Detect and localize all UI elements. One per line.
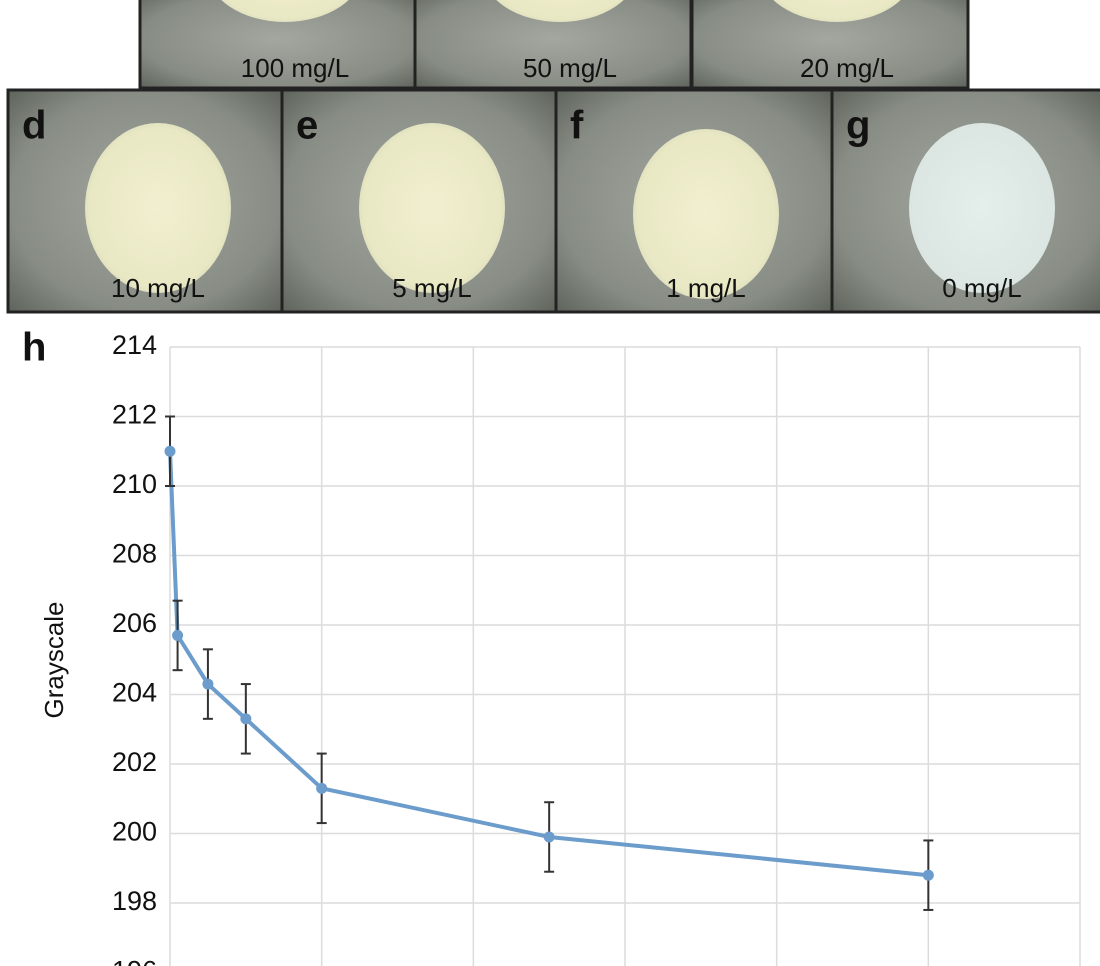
spot <box>359 123 505 293</box>
data-point <box>172 629 184 641</box>
y-tick-label: 206 <box>112 608 157 638</box>
spot <box>496 0 624 22</box>
panel-label: 100 mg/L <box>241 53 349 83</box>
spot <box>221 0 349 22</box>
panel-label: 20 mg/L <box>800 53 894 83</box>
data-point <box>316 782 328 794</box>
panel-label: 5 mg/L <box>392 273 472 303</box>
y-tick-label: 202 <box>112 747 157 777</box>
panel-letter: f <box>570 104 584 148</box>
photo-panels: 100 mg/L 50 mg/L 20 mg/L d 10 mg/L e 5 mg/L f 1 … <box>6 0 1100 314</box>
spot <box>633 129 779 299</box>
spot <box>909 123 1055 293</box>
y-tick-label: 208 <box>112 539 157 569</box>
panel-letter: h <box>22 326 46 370</box>
y-tick-label: 204 <box>112 678 157 708</box>
panel-label: 0 mg/L <box>942 273 1022 303</box>
y-tick-label: 214 <box>112 330 157 360</box>
y-tick-label: 198 <box>112 886 157 916</box>
panel-letter: e <box>296 104 318 148</box>
y-axis-label: Grayscale <box>39 601 69 718</box>
panel-label: 10 mg/L <box>111 273 205 303</box>
y-tick-label: 196 <box>112 956 157 966</box>
spot <box>773 0 901 22</box>
panel-letter: d <box>22 104 46 148</box>
y-tick-label: 210 <box>112 469 157 499</box>
data-point <box>922 869 934 881</box>
panel-label: 50 mg/L <box>523 53 617 83</box>
data-point <box>164 445 176 457</box>
spot <box>85 123 231 293</box>
data-point <box>543 831 555 843</box>
chart: h Grayscale 196 198 200 202 204 206 208 210 212 214 <box>22 326 1081 966</box>
data-point <box>240 713 252 725</box>
panel-letter: g <box>846 104 870 148</box>
y-tick-label: 200 <box>112 817 157 847</box>
data-point <box>202 678 214 690</box>
y-tick-label: 212 <box>112 400 157 430</box>
panel-label: 1 mg/L <box>666 273 746 303</box>
